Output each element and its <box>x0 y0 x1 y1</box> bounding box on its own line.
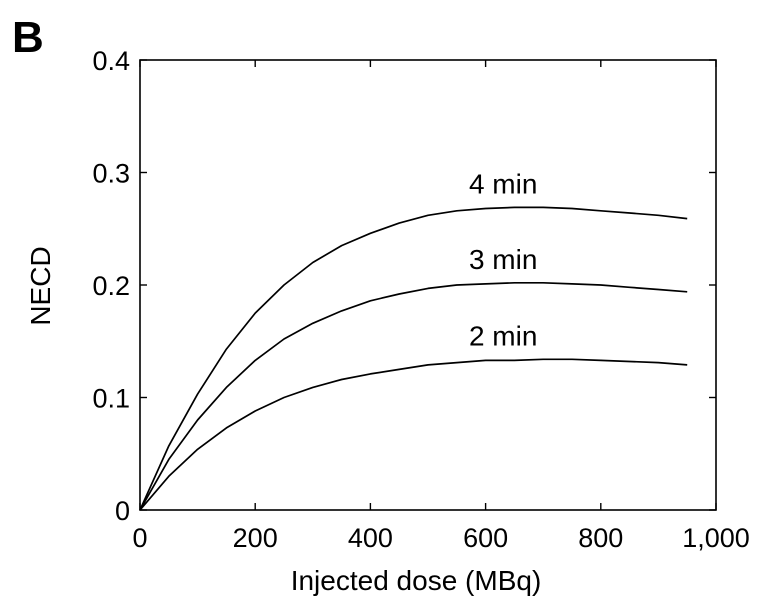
series-label-4-min: 4 min <box>469 168 537 199</box>
x-axis-label: Injected dose (MBq) <box>291 565 542 596</box>
x-tick-label: 800 <box>578 523 623 553</box>
y-tick-label: 0.1 <box>92 384 130 414</box>
y-tick-label: 0.4 <box>92 46 130 76</box>
series-label-3-min: 3 min <box>469 244 537 275</box>
series-line-3-min <box>139 281 688 511</box>
series-label-2-min: 2 min <box>469 320 537 351</box>
x-tick-label: 1,000 <box>682 523 750 553</box>
y-tick-label: 0 <box>115 496 130 526</box>
y-tick-label: 0.2 <box>92 271 130 301</box>
x-tick-label: 200 <box>233 523 278 553</box>
panel-label: B <box>12 13 44 62</box>
series-line-2-min <box>139 358 688 511</box>
x-tick-label: 0 <box>132 523 147 553</box>
x-tick-label: 400 <box>348 523 393 553</box>
y-axis-label: NECD <box>25 246 56 325</box>
series-line-4-min <box>139 206 688 511</box>
x-tick-label: 600 <box>463 523 508 553</box>
plot-frame <box>139 59 717 511</box>
plot-area: 0 200 400 600 800 1,000 0 0.1 0.2 0.3 0.4 4 min 3 mi… <box>92 46 749 553</box>
y-tick-label: 0.3 <box>92 159 130 189</box>
